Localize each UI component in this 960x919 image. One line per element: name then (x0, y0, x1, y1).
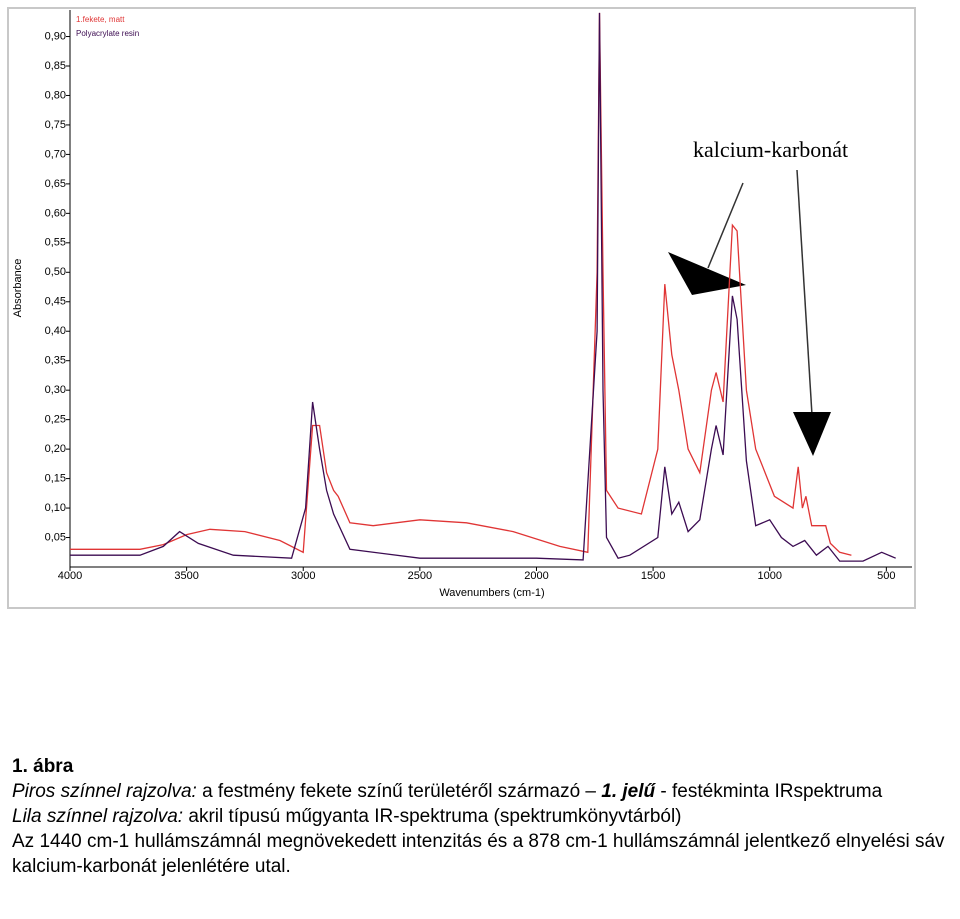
y-tick-label: 0,15 (45, 472, 66, 484)
legend-entry: 1.fekete, matt (76, 15, 125, 24)
x-tick-label: 1500 (641, 570, 665, 582)
y-tick-label: 0,35 (45, 355, 66, 367)
spectrum-line (70, 12, 896, 562)
arrow-head (793, 412, 831, 456)
y-tick-label: 0,90 (45, 30, 66, 42)
y-tick-label: 0,50 (45, 266, 66, 278)
y-axis-label: Absorbance (12, 259, 24, 318)
purple-label: Lila színnel rajzolva: (12, 806, 184, 827)
spectrum-line (70, 12, 852, 556)
caption-line: Piros színnel rajzolva: a festmény feket… (12, 779, 958, 804)
y-tick-label: 0,25 (45, 414, 66, 426)
x-tick-label: 2500 (408, 570, 432, 582)
x-tick-label: 2000 (524, 570, 548, 582)
caption-text: a festmény fekete színű területéről szár… (196, 781, 602, 802)
y-tick-label: 0,10 (45, 502, 66, 514)
y-tick-label: 0,45 (45, 296, 66, 308)
chart: Absorbance Wavenumbers (cm-1) kalcium-ka… (7, 7, 916, 609)
y-tick-label: 0,30 (45, 384, 66, 396)
caption: 1. ábra Piros színnel rajzolva: a festmé… (12, 754, 958, 879)
x-tick-label: 500 (877, 570, 895, 582)
y-tick-label: 0,60 (45, 207, 66, 219)
caption-line: Lila színnel rajzolva: akril típusú műgy… (12, 804, 958, 829)
y-tick-label: 0,55 (45, 237, 66, 249)
y-tick-label: 0,05 (45, 531, 66, 543)
sample-id: 1. jelű (601, 781, 656, 802)
annotation: kalcium-karbonát (693, 137, 848, 162)
chart-frame (7, 7, 916, 609)
x-tick-label: 4000 (58, 570, 82, 582)
legend-entry: Polyacrylate resin (76, 29, 139, 38)
figure-label: 1. ábra (12, 756, 74, 777)
caption-text: akril típusú műgyanta IR-spektruma (spek… (183, 806, 682, 827)
y-tick-label: 0,80 (45, 89, 66, 101)
caption-text: - festékminta IRspektruma (655, 781, 883, 802)
x-axis-label: Wavenumbers (cm-1) (439, 587, 544, 599)
arrow-line (707, 182, 744, 269)
y-tick-label: 0,85 (45, 60, 66, 72)
y-tick-label: 0,20 (45, 443, 66, 455)
arrow-head (668, 252, 746, 295)
caption-note: Az 1440 cm-1 hullámszámnál megnövekedett… (12, 831, 945, 877)
x-tick-label: 3000 (291, 570, 315, 582)
y-tick-label: 0,70 (45, 148, 66, 160)
y-tick-label: 0,65 (45, 178, 66, 190)
y-tick-label: 0,75 (45, 119, 66, 131)
arrow-line (796, 169, 813, 416)
x-tick-label: 1000 (757, 570, 781, 582)
y-tick-label: 0,40 (45, 325, 66, 337)
x-tick-label: 3500 (174, 570, 198, 582)
red-label: Piros színnel rajzolva: (12, 781, 197, 802)
